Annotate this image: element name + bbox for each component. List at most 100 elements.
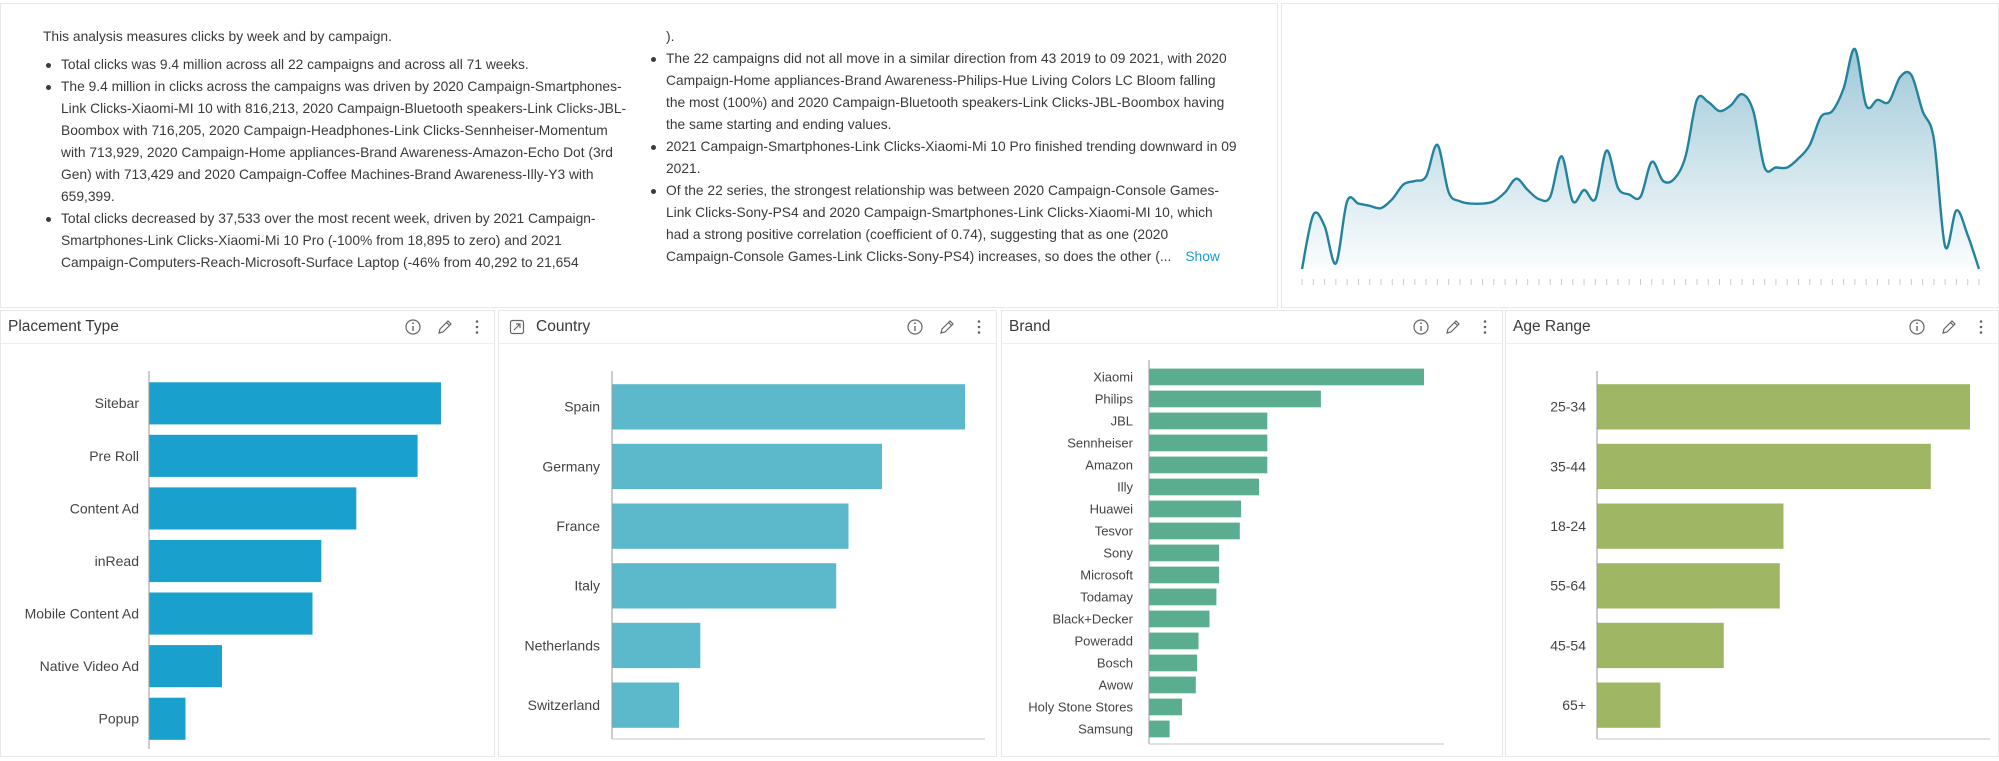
category-label: Sitebar: [95, 395, 140, 411]
bar-tesvor[interactable]: [1149, 522, 1240, 540]
narrative-right-column: ). The 22 campaigns did not all move in …: [648, 26, 1238, 268]
bar-55-64[interactable]: [1597, 563, 1780, 609]
show-more-link[interactable]: Show: [1185, 249, 1220, 264]
bar-awow[interactable]: [1149, 676, 1196, 694]
bar-inread[interactable]: [149, 540, 322, 583]
bar-switzerland[interactable]: [612, 682, 680, 728]
bar-xiaomi[interactable]: [1149, 368, 1424, 386]
age-range-card: Age Range 25-34 35-44 18-24 55-64 45-54 65+: [1505, 310, 1999, 757]
category-label: Native Video Ad: [40, 658, 139, 674]
bar-65-[interactable]: [1597, 682, 1661, 728]
drill-link-icon[interactable]: [509, 319, 525, 335]
category-label: Spain: [564, 399, 600, 415]
card-actions: [906, 318, 988, 336]
narrative-bullet: The 9.4 million in clicks across the cam…: [43, 76, 628, 208]
category-label: Philips: [1095, 392, 1134, 407]
category-label: Todamay: [1080, 590, 1133, 605]
bar-35-44[interactable]: [1597, 443, 1931, 490]
bar-huawei[interactable]: [1149, 500, 1242, 518]
bar-germany[interactable]: [612, 443, 882, 490]
bar-amazon[interactable]: [1149, 456, 1268, 474]
bar-samsung[interactable]: [1149, 720, 1170, 738]
card-header: Brand: [1002, 311, 1502, 344]
sparkline-chart: [1300, 47, 1981, 285]
brand-card: Brand Xiaomi Philips JBL Sennheiser Amazon Il…: [1001, 310, 1503, 757]
category-label: inRead: [95, 553, 139, 569]
bar-poweradd[interactable]: [1149, 632, 1199, 650]
card-actions: [1908, 318, 1990, 336]
category-label: Samsung: [1078, 722, 1133, 737]
category-label: JBL: [1111, 414, 1133, 429]
card-header: Country: [499, 311, 996, 344]
narrative-bullet: The 22 campaigns did not all move in a s…: [648, 48, 1238, 136]
category-label: Amazon: [1085, 458, 1133, 473]
more-vertical-icon[interactable]: [1476, 318, 1494, 336]
bar-france[interactable]: [612, 503, 849, 549]
bar-sony[interactable]: [1149, 544, 1220, 562]
bar-philips[interactable]: [1149, 390, 1321, 408]
info-icon[interactable]: [1908, 318, 1926, 336]
category-label: Content Ad: [70, 500, 139, 516]
category-label: Switzerland: [528, 697, 600, 713]
bar-bosch[interactable]: [1149, 654, 1198, 672]
more-vertical-icon[interactable]: [970, 318, 988, 336]
bar-18-24[interactable]: [1597, 503, 1784, 549]
bar-sitebar[interactable]: [149, 382, 441, 425]
bar-spain[interactable]: [612, 384, 965, 430]
category-label: Tesvor: [1095, 524, 1134, 539]
card-title: Age Range: [1513, 318, 1591, 335]
bar-content-ad[interactable]: [149, 487, 357, 530]
category-label: Pre Roll: [89, 448, 139, 464]
age-range-bar-chart: 25-34 35-44 18-24 55-64 45-54 65+: [1550, 371, 1990, 740]
bar-pre-roll[interactable]: [149, 434, 418, 477]
card-header: Age Range: [1506, 311, 1998, 344]
bar-sennheiser[interactable]: [1149, 434, 1268, 452]
card-title: Brand: [1009, 318, 1051, 335]
category-label: Illy: [1117, 480, 1133, 495]
info-icon[interactable]: [404, 318, 422, 336]
bar-native-video-ad[interactable]: [149, 645, 222, 688]
bar-black-decker[interactable]: [1149, 610, 1210, 628]
edit-pencil-icon[interactable]: [436, 318, 454, 336]
country-card: Country Spain Germany France Italy Netherlan…: [498, 310, 997, 757]
narrative-bullet: Total clicks decreased by 37,533 over th…: [43, 208, 628, 274]
narrative-panel: This analysis measures clicks by week an…: [0, 3, 1278, 308]
bar-popup[interactable]: [149, 697, 186, 740]
bar-holy-stone-stores[interactable]: [1149, 698, 1182, 716]
bar-45-54[interactable]: [1597, 622, 1724, 669]
info-icon[interactable]: [1412, 318, 1430, 336]
sparkline-panel: [1281, 3, 1999, 308]
category-label: Mobile Content Ad: [25, 606, 139, 622]
category-label: Italy: [574, 578, 600, 594]
bar-25-34[interactable]: [1597, 384, 1970, 430]
bar-mobile-content-ad[interactable]: [149, 592, 313, 635]
card-title: Country: [536, 318, 591, 335]
card-header: Placement Type: [1, 311, 494, 344]
bar-microsoft[interactable]: [1149, 566, 1220, 584]
edit-pencil-icon[interactable]: [1444, 318, 1462, 336]
more-vertical-icon[interactable]: [468, 318, 486, 336]
bar-italy[interactable]: [612, 563, 837, 609]
card-actions: [404, 318, 486, 336]
bar-netherlands[interactable]: [612, 622, 701, 669]
category-label: Sony: [1103, 546, 1133, 561]
bar-jbl[interactable]: [1149, 412, 1268, 430]
category-label: Poweradd: [1074, 634, 1133, 649]
category-label: 65+: [1562, 697, 1586, 713]
edit-pencil-icon[interactable]: [1940, 318, 1958, 336]
category-label: France: [556, 518, 600, 534]
bar-illy[interactable]: [1149, 478, 1259, 496]
category-label: Black+Decker: [1052, 612, 1133, 627]
category-label: Popup: [99, 711, 140, 727]
category-label: Germany: [542, 458, 600, 474]
bar-todamay[interactable]: [1149, 588, 1217, 606]
category-label: Netherlands: [525, 637, 601, 653]
category-label: Xiaomi: [1093, 370, 1133, 385]
info-icon[interactable]: [906, 318, 924, 336]
edit-pencil-icon[interactable]: [938, 318, 956, 336]
more-vertical-icon[interactable]: [1972, 318, 1990, 336]
card-actions: [1412, 318, 1494, 336]
category-label: Microsoft: [1080, 568, 1133, 583]
narrative-right-list: The 22 campaigns did not all move in a s…: [648, 48, 1238, 268]
sparkline-line: [1300, 47, 1981, 270]
